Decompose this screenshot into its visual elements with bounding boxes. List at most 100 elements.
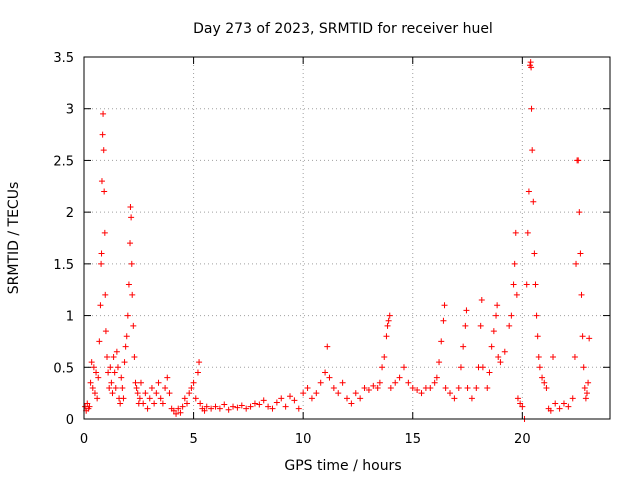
data-point (571, 353, 578, 360)
data-point (175, 405, 182, 412)
x-tick-label: 10 (295, 432, 312, 447)
data-point (291, 397, 298, 404)
data-point (295, 405, 302, 412)
x-tick-label: 0 (80, 432, 88, 447)
data-point (379, 364, 386, 371)
x-axis-label: GPS time / hours (284, 458, 401, 474)
data-point (225, 406, 232, 413)
data-point (164, 374, 171, 381)
data-point (100, 110, 107, 117)
y-axis-label: SRMTID / TECUs (6, 182, 22, 295)
data-point (201, 407, 208, 414)
data-point (95, 374, 102, 381)
data-point (585, 379, 592, 386)
data-point (247, 403, 254, 410)
data-point (565, 403, 572, 410)
data-point (493, 312, 500, 319)
x-tick-label: 20 (514, 432, 531, 447)
data-point (486, 369, 493, 376)
data-point (287, 393, 294, 400)
data-point (433, 374, 440, 381)
y-tick-label: 1.5 (53, 258, 74, 273)
data-point (447, 390, 454, 397)
chart-title: Day 273 of 2023, SRMTID for receiver hue… (193, 21, 493, 37)
data-point (400, 364, 407, 371)
data-point (112, 384, 119, 391)
y-tick-label: 2.5 (53, 154, 74, 169)
data-point (269, 405, 276, 412)
data-point (357, 395, 364, 402)
data-point (536, 364, 543, 371)
data-point (131, 353, 138, 360)
data-point (581, 384, 588, 391)
data-point (90, 364, 97, 371)
data-point (94, 395, 101, 402)
data-point (541, 379, 548, 386)
data-point (128, 260, 135, 267)
data-point (344, 395, 350, 402)
data-point (514, 395, 521, 402)
data-point (438, 338, 445, 345)
data-point (251, 400, 258, 407)
data-point (441, 302, 448, 309)
data-point (93, 369, 100, 376)
data-point (184, 400, 191, 407)
data-point (170, 407, 177, 414)
data-point (324, 343, 331, 350)
data-point (460, 343, 467, 350)
data-point (506, 322, 513, 329)
data-point (104, 353, 111, 360)
data-point (87, 379, 94, 386)
data-point (384, 322, 391, 329)
data-point (525, 188, 532, 195)
data-point (387, 384, 394, 391)
data-point (99, 131, 106, 138)
data-point (88, 359, 95, 366)
data-point (122, 343, 129, 350)
data-point (118, 374, 125, 381)
data-point (396, 374, 403, 381)
data-point (560, 400, 567, 407)
data-point (528, 105, 535, 112)
data-point (495, 353, 502, 360)
data-point (440, 317, 447, 324)
y-tick-label: 0.5 (53, 361, 74, 376)
data-point (113, 348, 120, 355)
data-point (383, 333, 390, 340)
data-point (418, 390, 425, 397)
data-point (278, 395, 285, 402)
data-point (543, 384, 550, 391)
data-point (177, 409, 184, 416)
data-point (414, 387, 421, 394)
data-point (265, 403, 272, 410)
y-tick-label: 3.5 (53, 51, 74, 66)
data-point (124, 312, 131, 319)
data-point (256, 401, 263, 408)
data-point (326, 374, 333, 381)
data-point (575, 157, 582, 164)
y-tick-label: 1 (66, 310, 74, 325)
data-point (582, 395, 589, 402)
x-tick-label: 15 (404, 432, 421, 447)
data-point (155, 379, 162, 386)
data-point (497, 359, 504, 366)
data-point (148, 384, 155, 391)
data-point (101, 229, 108, 236)
data-point (133, 384, 140, 391)
data-point (162, 384, 169, 391)
data-point (477, 322, 484, 329)
data-point (304, 384, 311, 391)
data-point (91, 390, 98, 397)
data-point (157, 395, 164, 402)
data-point (463, 307, 470, 314)
data-point (125, 281, 132, 288)
data-point (212, 403, 219, 410)
data-point (282, 403, 289, 410)
data-point (221, 401, 228, 408)
data-point (488, 343, 495, 350)
data-point (137, 379, 144, 386)
data-point (494, 302, 501, 309)
data-point (194, 369, 201, 376)
